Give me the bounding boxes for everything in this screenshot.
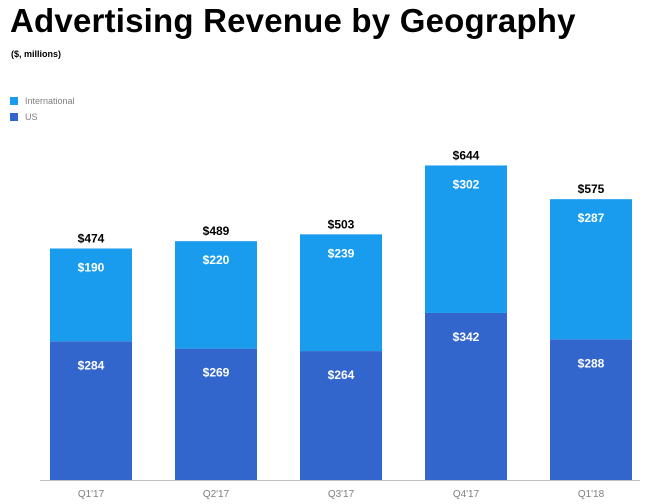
data-label-international-q117: $190 <box>78 260 105 274</box>
x-tick-label-q417: Q4'17 <box>453 489 480 500</box>
data-label-us-q317: $264 <box>328 368 355 382</box>
x-tick-label-q217: Q2'17 <box>203 489 230 500</box>
legend-swatch-us <box>10 113 18 121</box>
bar-international-q117 <box>50 248 132 342</box>
data-label-total-q317: $503 <box>328 217 355 231</box>
legend-swatch-international <box>10 97 18 105</box>
legend-item-international: International <box>10 93 75 109</box>
data-label-total-q117: $474 <box>78 231 105 245</box>
chart-subtitle: ($, millions) <box>11 49 62 59</box>
data-label-total-q417: $644 <box>453 148 480 162</box>
legend-item-us: US <box>10 109 75 125</box>
legend: International US <box>10 93 75 125</box>
data-label-us-q217: $269 <box>203 366 230 380</box>
legend-label-us: US <box>25 112 38 122</box>
legend-label-international: International <box>25 96 75 106</box>
x-tick-label-q118: Q1'18 <box>578 489 605 500</box>
x-tick-label-q117: Q1'17 <box>78 489 105 500</box>
bar-us-q217 <box>175 348 257 480</box>
bar-international-q118 <box>550 199 632 340</box>
data-label-total-q118: $575 <box>578 182 605 196</box>
data-label-international-q417: $302 <box>453 177 480 191</box>
chart-title: Advertising Revenue by Geography <box>10 2 576 39</box>
data-label-total-q217: $489 <box>203 224 230 238</box>
bar-us-q317 <box>300 351 382 480</box>
data-label-us-q417: $342 <box>453 330 480 344</box>
bar-us-q118 <box>550 339 632 480</box>
bar-international-q417 <box>425 165 507 313</box>
data-label-us-q117: $284 <box>78 358 105 372</box>
bar-us-q417 <box>425 312 507 480</box>
data-label-us-q118: $288 <box>578 356 605 370</box>
bar-international-q317 <box>300 234 382 352</box>
x-tick-label-q317: Q3'17 <box>328 489 355 500</box>
bar-us-q117 <box>50 341 132 480</box>
data-label-international-q118: $287 <box>578 211 605 225</box>
data-label-international-q217: $220 <box>203 253 230 267</box>
data-label-international-q317: $239 <box>328 246 355 260</box>
bar-international-q217 <box>175 241 257 349</box>
